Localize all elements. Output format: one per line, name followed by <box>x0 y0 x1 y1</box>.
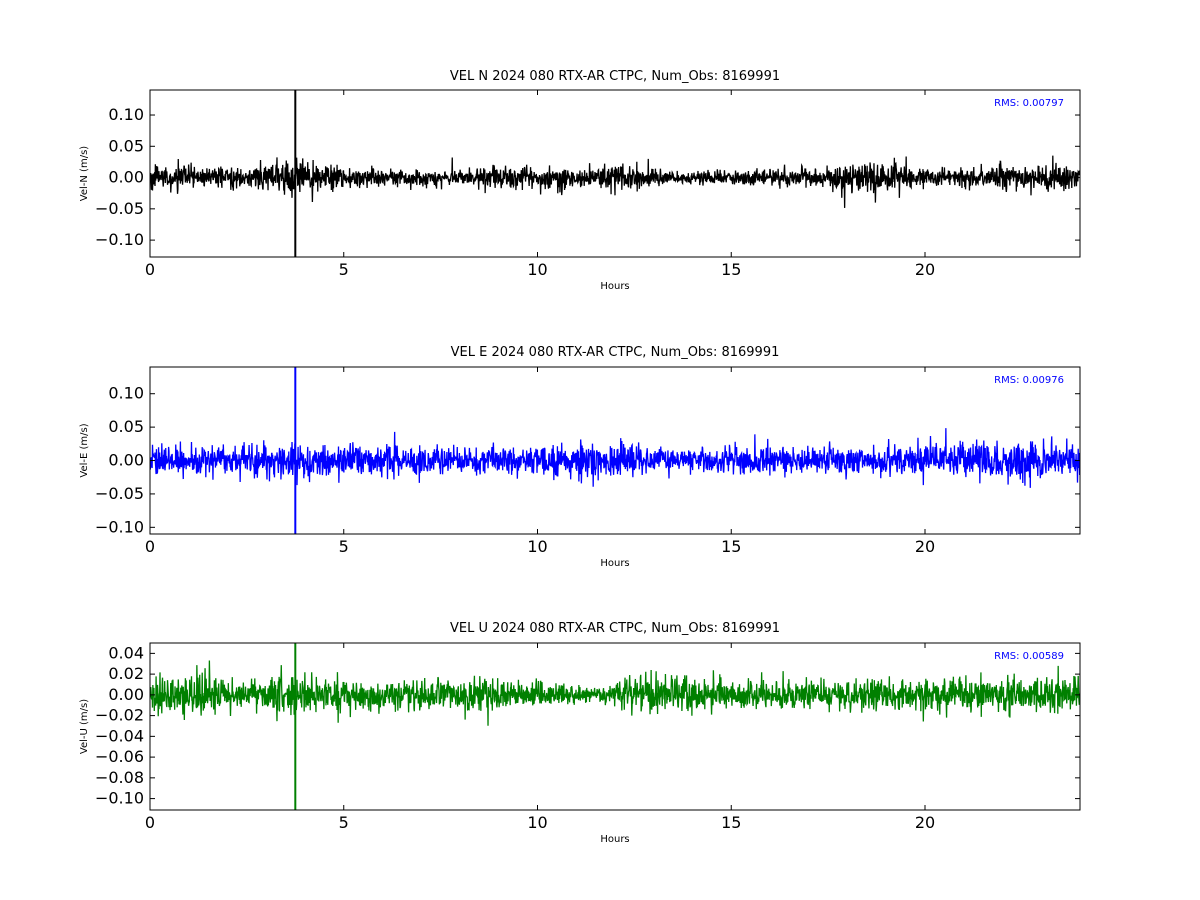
y-axis-label: Vel-N (m/s) <box>79 146 90 201</box>
series-line <box>150 660 1080 726</box>
x-tick-label: 0 <box>145 260 155 279</box>
x-axis-label: Hours <box>600 834 629 845</box>
y-axis-label: Vel-E (m/s) <box>79 423 90 477</box>
rms-label: RMS: 0.00797 <box>994 98 1064 109</box>
series-line <box>150 428 1080 488</box>
panel-title: VEL U 2024 080 RTX-AR CTPC, Num_Obs: 816… <box>450 621 780 636</box>
x-tick-label: 10 <box>527 260 547 279</box>
panel-vel-n: VEL N 2024 080 RTX-AR CTPC, Num_Obs: 816… <box>79 69 1081 292</box>
y-tick-label: −0.10 <box>95 230 144 249</box>
y-tick-label: 0.10 <box>108 105 144 124</box>
y-tick-label: −0.04 <box>95 726 144 745</box>
axes-frame <box>149 366 1081 535</box>
x-tick-label: 5 <box>339 813 349 832</box>
x-tick-label: 5 <box>339 260 349 279</box>
y-tick-label: −0.05 <box>95 484 144 503</box>
y-tick-label: −0.10 <box>95 789 144 808</box>
x-tick-label: 10 <box>527 813 547 832</box>
x-tick-label: 15 <box>721 537 741 556</box>
y-tick-label: 0.04 <box>108 643 144 662</box>
panel-title: VEL E 2024 080 RTX-AR CTPC, Num_Obs: 816… <box>451 345 780 360</box>
x-tick-label: 5 <box>339 537 349 556</box>
axes-frame <box>149 642 1081 811</box>
y-tick-label: −0.06 <box>95 747 144 766</box>
x-tick-label: 15 <box>721 260 741 279</box>
x-tick-label: 20 <box>915 260 935 279</box>
x-axis-label: Hours <box>600 558 629 569</box>
panel-vel-u: VEL U 2024 080 RTX-AR CTPC, Num_Obs: 816… <box>79 621 1081 845</box>
y-tick-label: 0.02 <box>108 664 144 683</box>
x-tick-label: 20 <box>915 813 935 832</box>
x-tick-label: 20 <box>915 537 935 556</box>
x-tick-label: 0 <box>145 537 155 556</box>
panel-vel-e: VEL E 2024 080 RTX-AR CTPC, Num_Obs: 816… <box>79 345 1081 569</box>
x-tick-label: 0 <box>145 813 155 832</box>
y-tick-label: −0.10 <box>95 517 144 536</box>
y-tick-label: 0.05 <box>108 136 144 155</box>
series-line <box>150 155 1080 208</box>
y-tick-label: −0.08 <box>95 768 144 787</box>
y-tick-label: −0.02 <box>95 706 144 725</box>
rms-label: RMS: 0.00589 <box>994 651 1064 662</box>
axes-frame <box>149 89 1081 258</box>
rms-label: RMS: 0.00976 <box>994 375 1064 386</box>
x-tick-label: 15 <box>721 813 741 832</box>
y-tick-label: −0.05 <box>95 199 144 218</box>
y-tick-label: 0.00 <box>108 685 144 704</box>
panel-title: VEL N 2024 080 RTX-AR CTPC, Num_Obs: 816… <box>450 69 780 84</box>
y-axis-label: Vel-U (m/s) <box>79 699 90 754</box>
y-tick-label: 0.00 <box>108 168 144 187</box>
y-tick-label: 0.05 <box>108 417 144 436</box>
y-tick-label: 0.10 <box>108 384 144 403</box>
x-tick-label: 10 <box>527 537 547 556</box>
y-tick-label: 0.00 <box>108 451 144 470</box>
x-axis-label: Hours <box>600 281 629 292</box>
